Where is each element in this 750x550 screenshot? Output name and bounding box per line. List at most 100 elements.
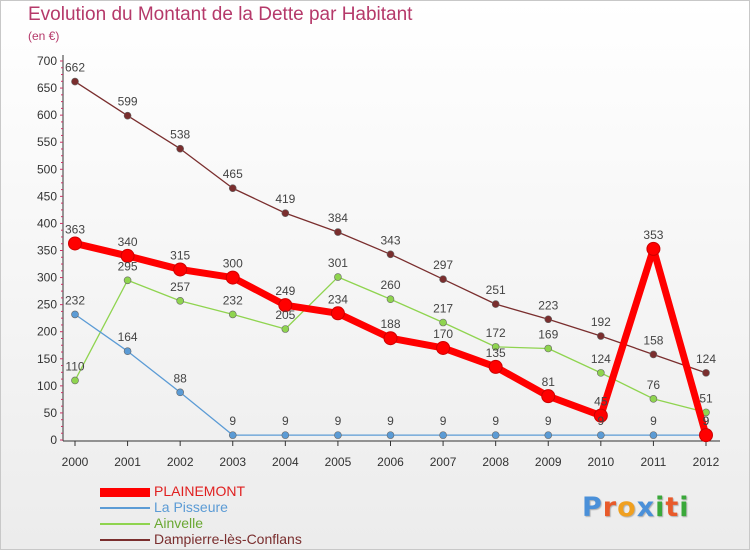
y-tick-label: 150 [37,352,57,366]
legend-label: La Pisseure [154,499,228,515]
data-point-ainvelle [386,295,395,304]
data-label-dampierre-l-s-conflans: 662 [65,61,85,75]
y-tick-label: 250 [37,298,57,312]
y-tick-label: 650 [37,81,57,95]
data-point-dampierre-l-s-conflans [228,184,237,193]
data-label-dampierre-l-s-conflans: 343 [380,233,400,247]
data-point-la-pisseure [544,431,553,439]
data-label-dampierre-l-s-conflans: 192 [591,315,611,329]
chart-title: Evolution du Montant de la Dette par Hab… [28,4,413,25]
data-point-plainemont [699,428,713,443]
data-label-plainemont: 81 [542,375,556,389]
data-point-plainemont [646,241,661,256]
y-tick-label: 100 [37,379,57,393]
x-tick-label: 2012 [693,455,720,469]
y-tick-label: 200 [37,325,57,339]
data-label-ainvelle: 232 [223,293,243,307]
data-point-ainvelle [123,276,132,285]
data-point-plainemont [225,270,240,285]
data-point-ainvelle [439,318,447,327]
y-tick-label: 350 [37,244,57,258]
x-tick-label: 2006 [377,455,404,469]
data-point-dampierre-l-s-conflans [439,275,447,283]
data-point-dampierre-l-s-conflans [281,209,290,217]
data-label-la-pisseure: 9 [492,414,499,428]
legend-swatch [100,523,150,525]
data-point-plainemont [278,298,293,313]
legend-label: PLAINEMONT [154,483,246,499]
legend-swatch [100,488,150,497]
y-tick-label: 300 [37,271,57,285]
data-label-ainvelle: 124 [591,352,611,366]
x-tick-label: 2001 [114,455,141,469]
y-tick-label: 500 [37,162,57,176]
data-label-plainemont: 353 [643,228,663,242]
data-label-ainvelle: 260 [380,278,400,292]
y-tick-label: 600 [37,108,57,122]
x-tick-label: 2004 [272,455,299,469]
data-label-plainemont: 135 [486,346,506,360]
data-label-plainemont: 340 [118,235,138,249]
data-label-la-pisseure: 88 [173,371,187,385]
data-point-la-pisseure [123,347,132,356]
data-point-ainvelle [491,343,500,351]
data-label-ainvelle: 295 [118,259,138,273]
data-point-dampierre-l-s-conflans [491,300,500,308]
data-point-la-pisseure [281,431,290,439]
data-label-la-pisseure: 9 [703,414,710,428]
legend-swatch [100,539,150,541]
data-point-la-pisseure [491,431,500,439]
data-label-la-pisseure: 9 [545,414,552,428]
data-point-ainvelle [281,325,290,333]
x-tick-label: 2005 [325,455,352,469]
data-label-ainvelle: 169 [538,327,558,341]
data-point-ainvelle [176,297,184,305]
data-label-plainemont: 234 [328,292,348,306]
data-point-dampierre-l-s-conflans [123,111,132,120]
data-label-dampierre-l-s-conflans: 297 [433,258,453,272]
data-label-plainemont: 170 [433,327,453,341]
x-tick-label: 2003 [219,455,246,469]
data-label-plainemont: 315 [170,248,190,262]
data-label-plainemont: 188 [380,317,400,331]
data-label-ainvelle: 301 [328,256,348,270]
data-label-la-pisseure: 9 [282,414,289,428]
data-point-dampierre-l-s-conflans [71,77,79,86]
data-point-dampierre-l-s-conflans [544,315,553,324]
data-point-ainvelle [334,273,342,281]
data-label-la-pisseure: 232 [65,293,85,307]
data-point-plainemont [330,306,345,321]
y-tick-label: 400 [37,216,57,230]
data-label-plainemont: 300 [223,257,243,271]
x-tick-label: 2010 [587,455,614,469]
data-label-la-pisseure: 9 [229,414,236,428]
data-label-ainvelle: 172 [486,326,506,340]
data-label-plainemont: 249 [275,284,295,298]
data-point-plainemont [593,408,608,423]
data-point-dampierre-l-s-conflans [702,369,710,377]
data-label-ainvelle: 51 [699,391,713,405]
data-point-ainvelle [544,344,553,353]
data-point-ainvelle [597,369,605,377]
data-label-dampierre-l-s-conflans: 465 [223,167,243,181]
data-label-plainemont: 45 [594,395,608,409]
data-point-plainemont [488,359,503,374]
data-point-dampierre-l-s-conflans [386,250,395,259]
data-label-dampierre-l-s-conflans: 124 [696,352,716,366]
y-tick-label: 0 [50,433,57,447]
data-label-ainvelle: 217 [433,302,453,316]
x-tick-label: 2002 [167,455,194,469]
data-point-ainvelle [228,310,237,319]
data-label-la-pisseure: 9 [387,414,394,428]
x-tick-label: 2011 [641,455,667,469]
x-tick-label: 2008 [482,455,509,469]
data-label-dampierre-l-s-conflans: 419 [275,192,295,206]
data-point-la-pisseure [386,431,395,439]
legend-label: Ainvelle [154,515,204,531]
x-tick-label: 2000 [62,455,89,469]
x-tick-label: 2009 [535,455,562,469]
data-label-dampierre-l-s-conflans: 251 [486,283,506,297]
data-label-ainvelle: 110 [65,359,84,373]
